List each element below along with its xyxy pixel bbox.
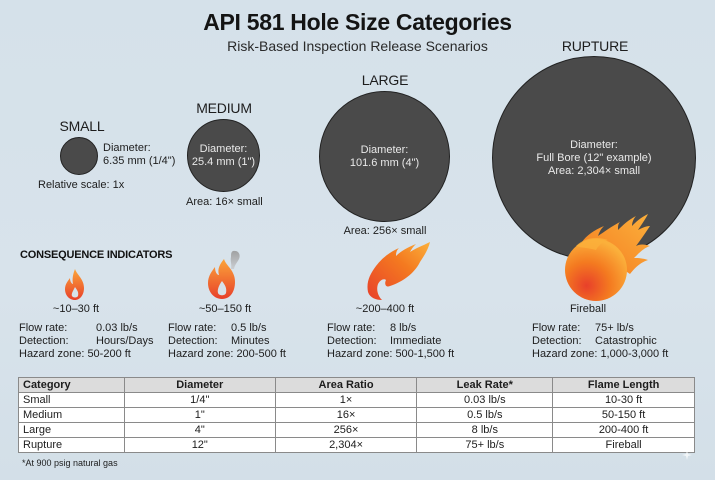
large-consequence-stats: Flow rate: 8 lb/s Detection: Immediate Haz… (327, 322, 455, 360)
large-label: LARGE (361, 72, 409, 88)
cell-area-ratio: 256× (274, 422, 418, 438)
cell-diameter: 1" (123, 407, 276, 423)
small-flame-range: ~10–30 ft (52, 303, 100, 315)
rupture-hole-circle: Diameter: Full Bore (12" example) Area: … (492, 56, 696, 260)
cell-flame-length: 200-400 ft (552, 422, 695, 438)
cell-diameter: 12" (123, 437, 276, 453)
cell-leak-rate: 75+ lb/s (416, 437, 554, 453)
large-flame-range: ~200–400 ft (355, 303, 415, 315)
sparkle-icon (682, 450, 692, 460)
header-category: Category (18, 377, 125, 393)
cell-flame-length: 50-150 ft (552, 407, 695, 423)
flame-with-smoke-icon (208, 250, 240, 299)
fireball-icon (565, 214, 650, 301)
header-flame-length: Flame Length (552, 377, 695, 393)
small-caption: Relative scale: 1x (38, 179, 125, 191)
large-hole-circle: Diameter: 101.6 mm (4") (319, 91, 450, 222)
cell-diameter: 1/4" (123, 392, 276, 408)
small-detection: Hours/Days (96, 335, 154, 347)
cell-category: Rupture (18, 437, 125, 453)
medium-flow-rate: 0.5 lb/s (231, 322, 267, 334)
large-diameter-label: Diameter: (360, 143, 409, 156)
cell-area-ratio: 16× (274, 407, 418, 423)
small-diameter-value: 6.35 mm (1/4") (103, 155, 176, 167)
table-row: Medium 1" 16× 0.5 lb/s 50-150 ft (18, 407, 695, 423)
summary-table: Category Diameter Area Ratio Leak Rate* … (18, 377, 695, 453)
rupture-consequence-stats: Flow rate: 75+ lb/s Detection: Catastrophi… (532, 322, 669, 360)
cell-flame-length: Fireball (552, 437, 695, 453)
medium-consequence-stats: Flow rate: 0.5 lb/s Detection: Minutes Haz… (168, 322, 286, 360)
cell-area-ratio: 1× (274, 392, 418, 408)
table-row: Large 4" 256× 8 lb/s 200-400 ft (18, 422, 695, 438)
rupture-hazard-zone: 1,000-3,000 ft (600, 348, 669, 360)
small-diameter-label: Diameter: (103, 142, 151, 154)
medium-detection: Minutes (231, 335, 270, 347)
medium-hazard-zone: 200-500 ft (236, 348, 286, 360)
small-flame-icon (65, 269, 84, 300)
cell-leak-rate: 0.5 lb/s (416, 407, 554, 423)
large-detection: Immediate (390, 335, 442, 347)
rupture-flame-range: Fireball (569, 303, 607, 315)
rupture-label: RUPTURE (561, 38, 629, 54)
medium-diameter-value: 25.4 mm (1") (191, 155, 256, 168)
medium-hole-circle: Diameter: 25.4 mm (1") (187, 119, 260, 192)
jet-flame-icon (367, 242, 430, 300)
cell-diameter: 4" (123, 422, 276, 438)
small-hole-circle (60, 137, 98, 175)
medium-label: MEDIUM (196, 100, 252, 116)
page-subtitle: Risk-Based Inspection Release Scenarios (227, 38, 488, 54)
cell-category: Large (18, 422, 125, 438)
large-hazard-zone: 500-1,500 ft (395, 348, 455, 360)
large-flow-rate: 8 lb/s (390, 322, 417, 334)
consequence-heading: CONSEQUENCE INDICATORS (20, 249, 173, 261)
large-caption: Area: 256× small (343, 225, 427, 237)
header-leak-rate: Leak Rate* (416, 377, 554, 393)
rupture-detection: Catastrophic (595, 335, 657, 347)
medium-flame-range: ~50–150 ft (198, 303, 252, 315)
cell-area-ratio: 2,304× (274, 437, 418, 453)
cell-leak-rate: 0.03 lb/s (416, 392, 554, 408)
rupture-diameter-value: Full Bore (12" example) (536, 151, 652, 164)
rupture-flow-rate: 75+ lb/s (595, 322, 634, 334)
cell-flame-length: 10-30 ft (552, 392, 695, 408)
cell-category: Medium (18, 407, 125, 423)
medium-caption: Area: 16× small (186, 196, 263, 208)
cell-category: Small (18, 392, 125, 408)
small-consequence-stats: Flow rate: 0.03 lb/s Detection: Hours/Days… (19, 322, 154, 360)
header-area-ratio: Area Ratio (274, 377, 418, 393)
cell-leak-rate: 8 lb/s (416, 422, 554, 438)
table-row: Small 1/4" 1× 0.03 lb/s 10-30 ft (18, 392, 695, 408)
page-title: API 581 Hole Size Categories (203, 9, 512, 35)
header-diameter: Diameter (123, 377, 276, 393)
medium-diameter-label: Diameter: (199, 142, 248, 155)
large-diameter-value: 101.6 mm (4") (349, 156, 420, 169)
small-flow-rate: 0.03 lb/s (96, 322, 138, 334)
table-footnote: *At 900 psig natural gas (22, 458, 118, 468)
table-header-row: Category Diameter Area Ratio Leak Rate* … (18, 377, 695, 393)
rupture-diameter-label: Diameter: (570, 138, 618, 151)
table-row: Rupture 12" 2,304× 75+ lb/s Fireball (18, 437, 695, 453)
small-diameter-text: Diameter: 6.35 mm (1/4") (103, 142, 175, 168)
small-label: SMALL (59, 118, 105, 134)
small-hazard-zone: 50-200 ft (87, 348, 131, 360)
rupture-area-caption: Area: 2,304× small (547, 164, 641, 177)
